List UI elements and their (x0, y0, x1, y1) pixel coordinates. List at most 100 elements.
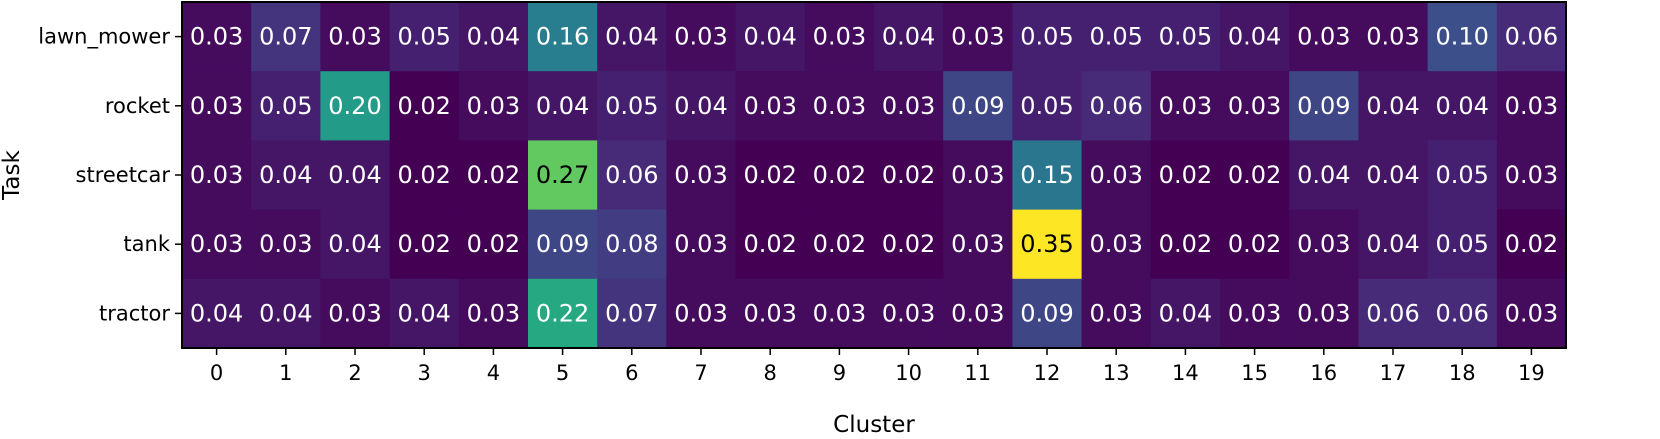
cell-value-label: 0.03 (674, 230, 727, 258)
cell-value-label: 0.08 (605, 230, 658, 258)
x-tick-label: 11 (964, 361, 991, 385)
heatmap-cell (735, 209, 806, 280)
cell-value-label: 0.05 (1089, 23, 1142, 51)
heatmap-cell (320, 278, 391, 349)
heatmap-cell (1150, 278, 1221, 349)
heatmap-cell (1427, 209, 1498, 280)
heatmap-cell (597, 278, 667, 349)
heatmap-cell (458, 209, 529, 280)
x-tick-label: 9 (833, 361, 846, 385)
cell-value-label: 0.03 (951, 230, 1004, 258)
heatmap-cell (1427, 71, 1498, 141)
y-tick-label: rocket (105, 94, 170, 118)
x-tick-label: 18 (1449, 361, 1476, 385)
cell-value-label: 0.04 (605, 23, 658, 51)
heatmap-cell (597, 2, 667, 72)
cell-value-label: 0.03 (1505, 161, 1558, 189)
cell-value-label: 0.05 (605, 92, 658, 120)
x-axis-ticks: 0 1 2 3 4 5 6 7 8 9 10 11 12 13 14 15 16 17 18 19 (210, 348, 1545, 385)
cell-value-label: 0.05 (397, 23, 450, 51)
cell-value-label: 0.27 (536, 161, 589, 189)
x-tick-label: 15 (1241, 361, 1268, 385)
y-tick-label: tractor (99, 301, 170, 325)
heatmap-cell (804, 71, 875, 141)
cell-value-label: 0.03 (467, 299, 520, 327)
cell-value-label: 0.02 (397, 92, 450, 120)
cell-value-label: 0.06 (1435, 299, 1488, 327)
cell-value-label: 0.22 (536, 299, 589, 327)
heatmap-cell (251, 278, 321, 349)
cell-value-label: 0.02 (397, 230, 450, 258)
cell-value-label: 0.03 (1089, 230, 1142, 258)
cell-value-label: 0.02 (467, 230, 520, 258)
cell-value-label: 0.02 (1228, 161, 1281, 189)
heatmap-cell (1496, 278, 1567, 349)
cell-value-label: 0.03 (743, 299, 796, 327)
cell-value-label: 0.04 (536, 92, 589, 120)
heatmap-cell (251, 2, 321, 72)
cell-value-label: 0.05 (259, 92, 312, 120)
heatmap-cell (597, 140, 667, 211)
heatmap-cell (182, 71, 252, 141)
cell-value-label: 0.04 (259, 161, 312, 189)
heatmap-cell (1220, 2, 1290, 72)
heatmap-cell (528, 278, 598, 349)
cell-value-label: 0.03 (882, 299, 935, 327)
heatmap-cell (528, 209, 598, 280)
cell-value-label: 0.02 (1228, 230, 1281, 258)
heatmap-cell (666, 71, 737, 141)
cell-value-label: 0.03 (328, 23, 381, 51)
heatmap-cell (320, 71, 391, 141)
cell-value-label: 0.03 (1089, 161, 1142, 189)
cell-value-label: 0.02 (813, 230, 866, 258)
heatmap-cell (1358, 278, 1429, 349)
heatmap-cell (1289, 140, 1359, 211)
heatmap-cell (874, 278, 944, 349)
heatmap-cell (182, 209, 252, 280)
cell-value-label: 0.03 (467, 92, 520, 120)
heatmap-cell (320, 209, 391, 280)
heatmap-cell (1012, 71, 1083, 141)
x-tick-label: 6 (625, 361, 638, 385)
x-tick-label: 16 (1310, 361, 1337, 385)
heatmap-cell (1150, 71, 1221, 141)
heatmap-cell (943, 71, 1013, 141)
heatmap-cell (251, 140, 321, 211)
cell-value-label: 0.04 (328, 161, 381, 189)
x-tick-label: 1 (279, 361, 292, 385)
heatmap-cell (251, 209, 321, 280)
heatmap-cell-labels: 0.03 0.07 0.03 0.05 0.04 0.16 0.04 0.03 0.04 0.03… (190, 23, 1558, 328)
cell-value-label: 0.02 (813, 161, 866, 189)
heatmap-cell (1427, 278, 1498, 349)
heatmap-cell (1012, 209, 1083, 280)
heatmap-cell (597, 209, 667, 280)
cell-value-label: 0.03 (328, 299, 381, 327)
heatmap-cell (1220, 209, 1290, 280)
cell-value-label: 0.10 (1435, 23, 1488, 51)
cell-value-label: 0.03 (951, 23, 1004, 51)
heatmap-cell (666, 209, 737, 280)
heatmap-cell (666, 140, 737, 211)
cell-value-label: 0.04 (1366, 92, 1419, 120)
x-tick-label: 10 (895, 361, 922, 385)
cell-value-label: 0.03 (259, 230, 312, 258)
heatmap-cell (458, 278, 529, 349)
heatmap-cell (182, 2, 252, 72)
heatmap-cell (1496, 2, 1567, 72)
heatmap-cell (1496, 140, 1567, 211)
heatmap-cell (458, 140, 529, 211)
cell-value-label: 0.20 (328, 92, 381, 120)
plot-frame (181, 1, 1567, 349)
heatmap-cell (389, 71, 460, 141)
heatmap-cell (1012, 140, 1083, 211)
heatmap-cell (735, 140, 806, 211)
cell-value-label: 0.03 (190, 161, 243, 189)
cell-value-label: 0.06 (1366, 299, 1419, 327)
cell-value-label: 0.02 (882, 161, 935, 189)
cell-value-label: 0.02 (743, 161, 796, 189)
heatmap-cells (182, 2, 1567, 349)
x-tick-label: 7 (694, 361, 707, 385)
heatmap-cell (666, 2, 737, 72)
